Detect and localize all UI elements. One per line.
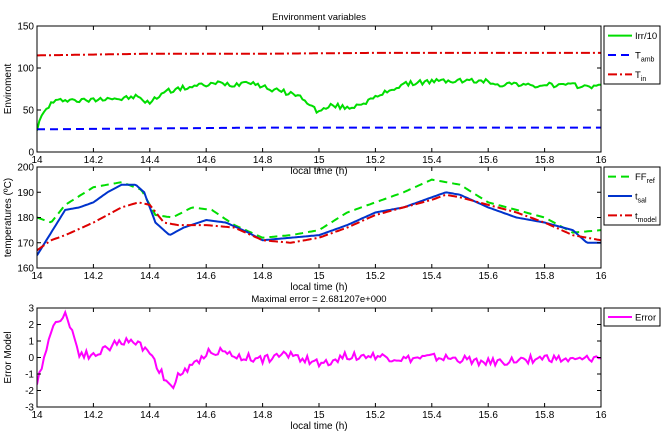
y-tick-label: 150 [17,22,34,33]
series-line-2 [37,183,601,256]
legend: Error [603,307,661,327]
y-tick-label: 1 [28,337,34,348]
x-tick-label: 15.4 [422,155,442,166]
x-tick-label: 15.6 [478,410,498,421]
series-line-3 [37,51,601,57]
legend-label: Tin [635,70,646,83]
y-tick-label: 0 [28,148,34,159]
x-tick-label: 16 [595,271,607,282]
x-tick-label: 15.6 [478,271,498,282]
x-tick-label: 14.4 [140,410,160,421]
series-line-1 [37,178,601,239]
x-tick-label: 15.2 [366,271,386,282]
x-tick-label: 14.6 [196,271,216,282]
x-tick-label: 15.2 [366,155,386,166]
x-tick-label: 14.4 [140,155,160,166]
x-axis-label: local time (h) [290,166,347,177]
x-tick-label: 14.2 [84,410,104,421]
y-tick-label: 200 [17,163,34,174]
y-axis-label: temperatures (ºC) [3,178,14,257]
x-tick-label: 14 [31,271,43,282]
y-tick-label: 0 [28,353,34,364]
x-tick-label: 14.6 [196,410,216,421]
axes-box [36,307,602,408]
y-axis-label: Enviroment [3,63,14,114]
y-tick-label: -2 [25,386,34,397]
chart-panel-2: 14 14.2 14.4 14.6 14.8 15 15.2 15.4 15.6 15.8 16 16… [3,163,661,293]
x-tick-label: 14.2 [84,271,104,282]
x-tick-label: 15.2 [366,410,386,421]
axes-box [36,25,602,153]
x-tick-label: 15.4 [422,271,442,282]
chart-title: Environment variables [272,12,366,23]
y-tick-label: 100 [17,64,34,75]
y-tick-label: 170 [17,238,34,249]
x-tick-label: 14.4 [140,271,160,282]
series-line-2 [37,126,601,131]
x-tick-label: 14.8 [253,155,273,166]
legend-label: Irr/10 [635,31,657,42]
x-tick-label: 14.6 [196,155,216,166]
x-tick-label: 15 [313,410,325,421]
y-tick-label: 50 [23,106,35,117]
chart-panel-1: 14 14.2 14.4 14.6 14.8 15 15.2 15.4 15.6 15.8 16 0 5… [3,12,661,177]
y-tick-label: -1 [25,370,34,381]
y-axis-label: Error Model [3,331,14,383]
x-axis-label: local time (h) [290,282,347,293]
x-tick-label: 14 [31,155,43,166]
y-tick-label: 160 [17,264,34,275]
x-tick-label: 14.2 [84,155,104,166]
x-tick-label: 16 [595,410,607,421]
legend-label: Error [635,313,656,324]
x-tick-label: 15 [313,271,325,282]
x-tick-label: 15.8 [535,410,555,421]
series-line-1 [37,77,601,131]
x-tick-label: 16 [595,155,607,166]
x-tick-label: 14 [31,410,43,421]
series-line-1 [37,309,601,390]
y-tick-label: 2 [28,320,34,331]
y-tick-label: 3 [28,304,34,315]
y-tick-label: 190 [17,188,34,199]
series-line-3 [37,193,601,252]
x-tick-label: 14.8 [253,271,273,282]
chart-panel-3: 14 14.2 14.4 14.6 14.8 15 15.2 15.4 15.6 15.8 16 -3… [3,294,661,431]
x-axis-label: local time (h) [290,421,347,431]
x-tick-label: 15 [313,155,325,166]
x-tick-label: 14.8 [253,410,273,421]
x-tick-label: 15.8 [535,271,555,282]
x-tick-label: 15.8 [535,155,555,166]
x-tick-label: 15.4 [422,410,442,421]
chart-title: Maximal error = 2.681207e+000 [251,294,386,305]
y-tick-label: -3 [25,403,34,414]
y-tick-label: 180 [17,213,34,224]
x-tick-label: 15.6 [478,155,498,166]
